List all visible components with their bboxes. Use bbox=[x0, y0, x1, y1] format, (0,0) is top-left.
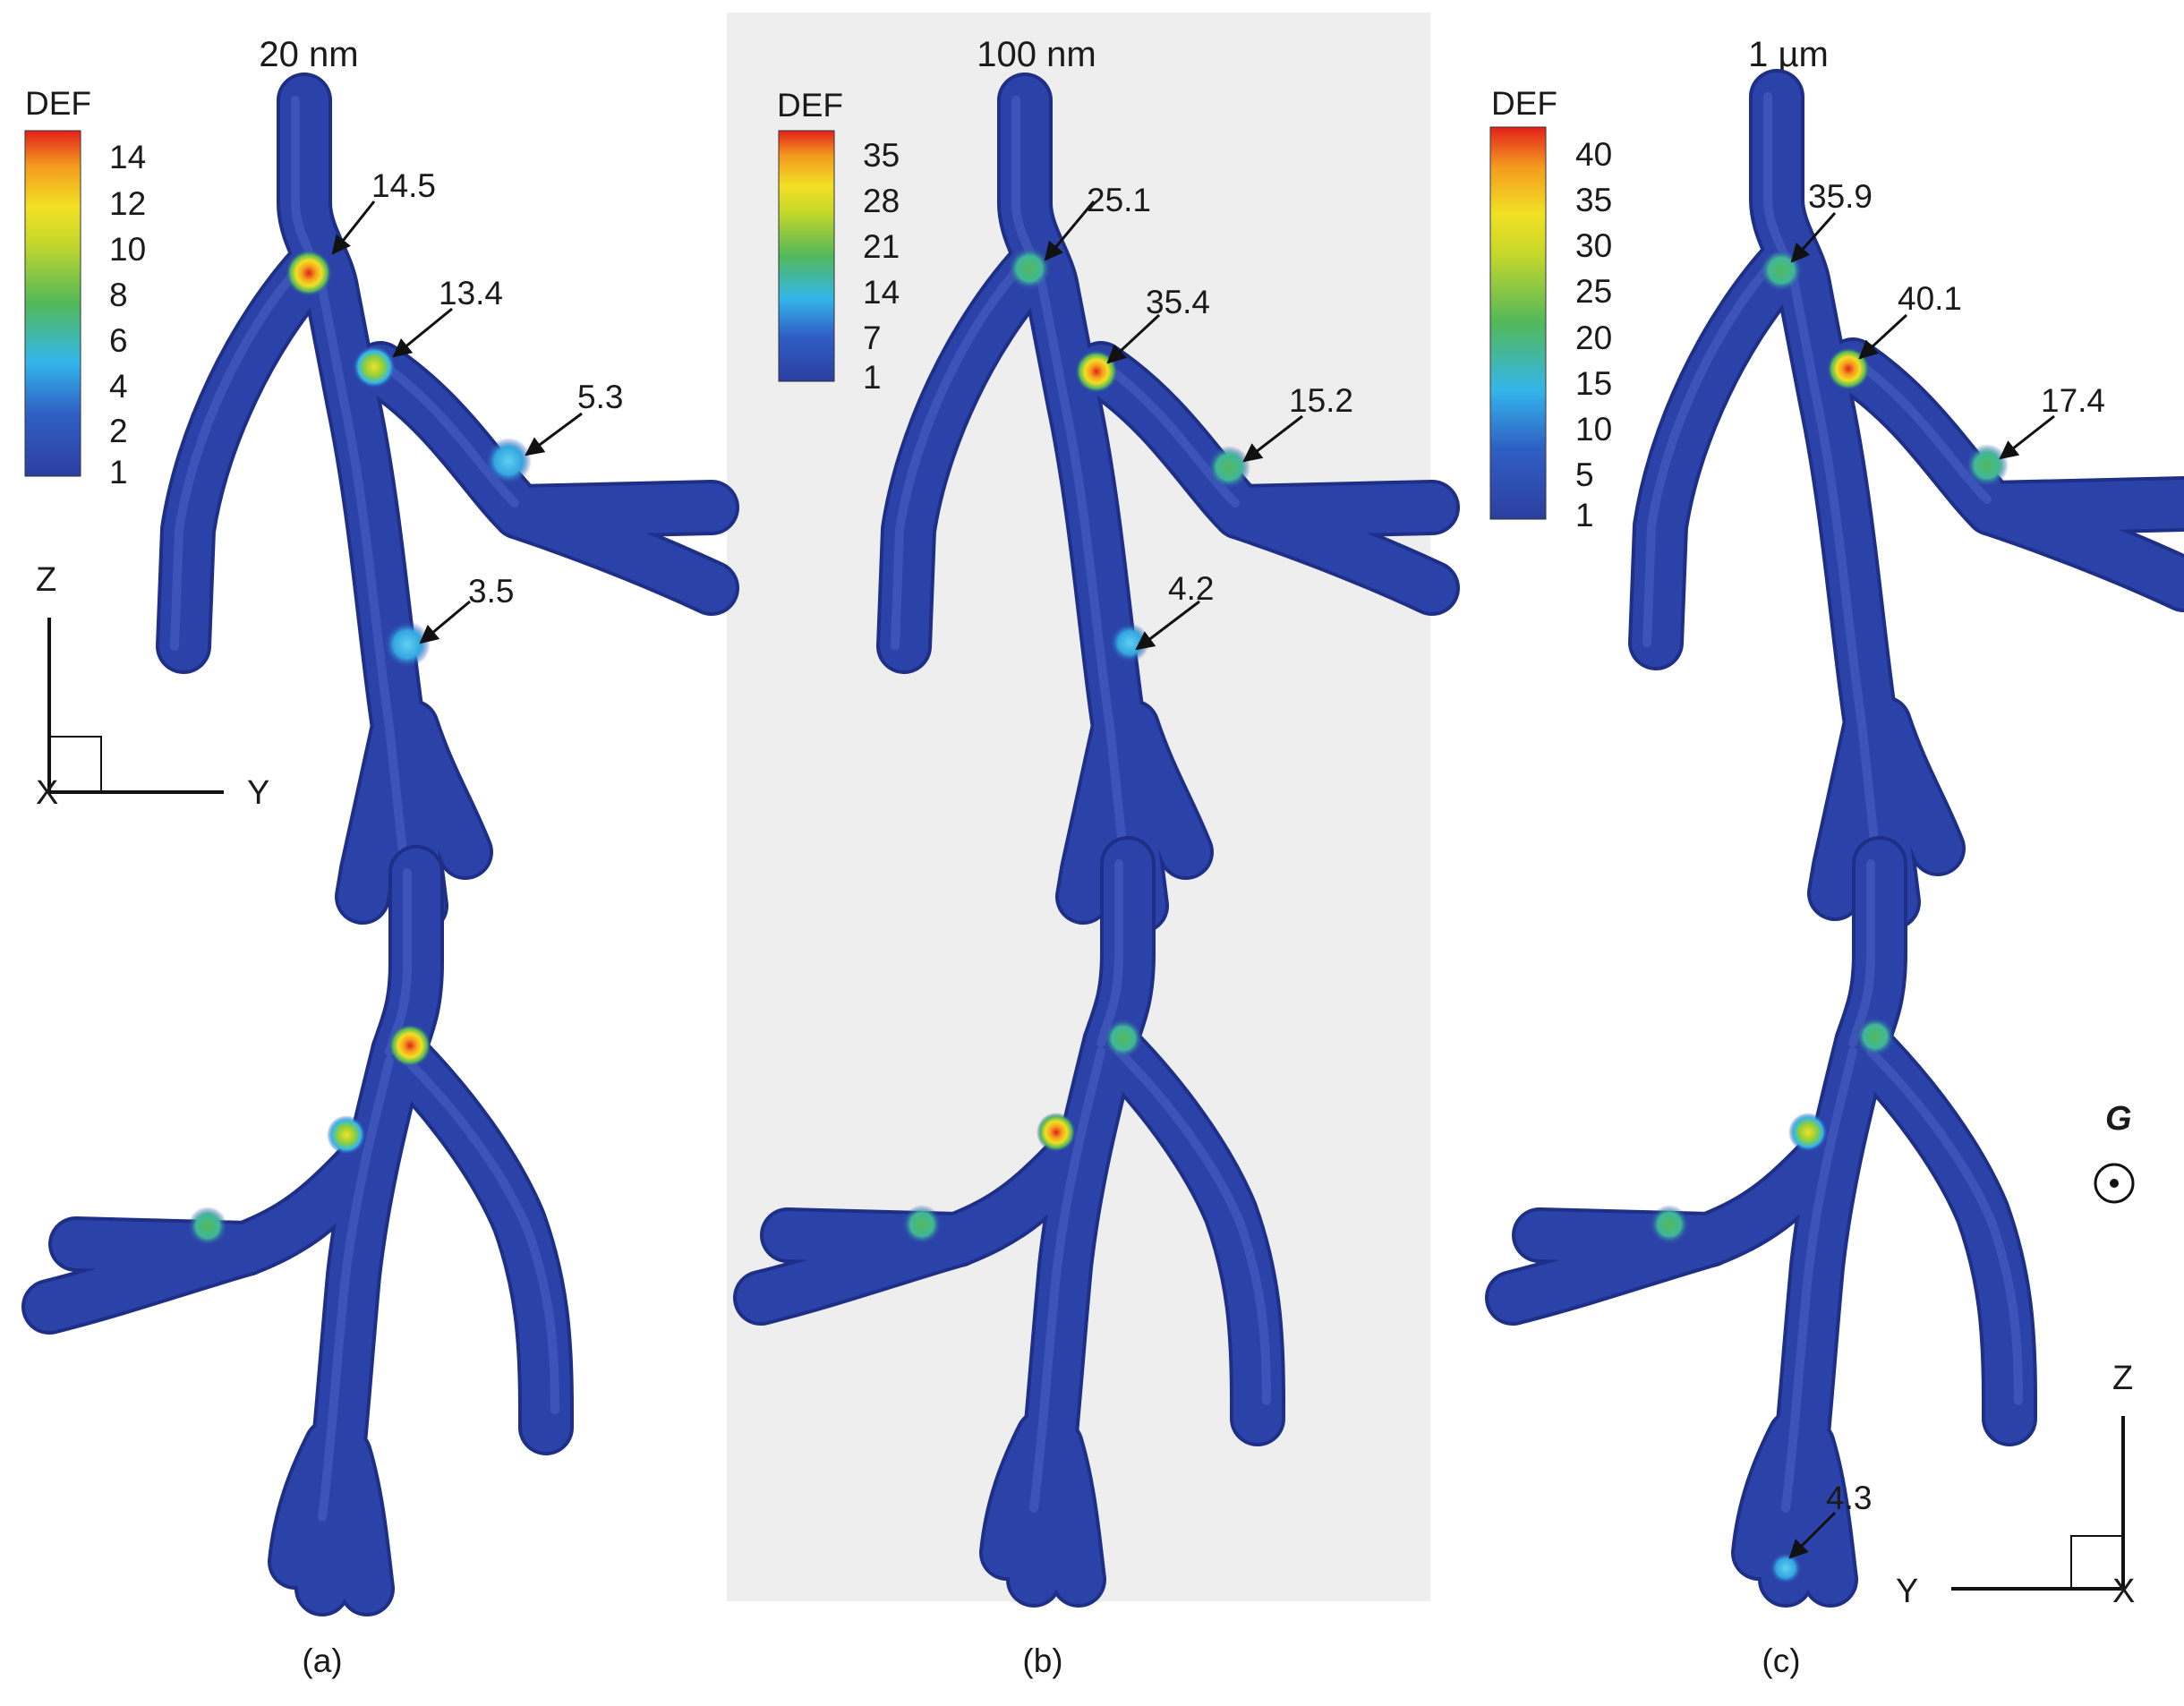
colorbar-b-ticks: 35 28 21 14 7 1 bbox=[863, 137, 900, 396]
colorbar-c-ticks: 40 35 30 25 20 15 10 5 1 bbox=[1575, 136, 1612, 533]
vessel-tree-c-bottom bbox=[1513, 864, 2018, 1580]
colorbar-c-tick: 5 bbox=[1575, 456, 1594, 493]
hotspot bbox=[1788, 1113, 1828, 1152]
arrow bbox=[331, 200, 376, 255]
arrow bbox=[1999, 414, 2055, 460]
hotspot bbox=[188, 1207, 227, 1246]
panel-c-caption: (c) bbox=[1762, 1642, 1800, 1679]
arrow bbox=[419, 600, 471, 644]
hotspot bbox=[1037, 1113, 1076, 1152]
axes-triad-bottom: Z Y X bbox=[1896, 1360, 2135, 1610]
arrow bbox=[392, 307, 453, 358]
hotspot bbox=[1966, 444, 2009, 487]
arrow bbox=[525, 412, 583, 456]
arrow bbox=[1106, 313, 1161, 364]
colorbar-b-label: DEF bbox=[777, 87, 843, 124]
annotation: 15.2 bbox=[1289, 382, 1353, 419]
vessel-tree-c-top bbox=[1647, 97, 2184, 902]
hotspot bbox=[1650, 1205, 1689, 1244]
colorbar-a-tick: 2 bbox=[109, 413, 128, 449]
colorbar-a-tick: 10 bbox=[109, 231, 146, 268]
axis-label-x: X bbox=[2112, 1573, 2135, 1610]
colorbar-c-tick: 35 bbox=[1575, 182, 1612, 218]
colorbar-a-tick: 8 bbox=[109, 277, 128, 313]
hotspot bbox=[1104, 1019, 1143, 1058]
out-of-plane-icon bbox=[2094, 1163, 2135, 1204]
gravity-label: G bbox=[2105, 1100, 2132, 1138]
colorbar-c-tick: 15 bbox=[1575, 365, 1612, 402]
arrow bbox=[1788, 1511, 1837, 1559]
hotspot bbox=[286, 250, 332, 296]
hotspot bbox=[1770, 1552, 1802, 1584]
gravity-indicator: G bbox=[2094, 1100, 2135, 1204]
arrow bbox=[1858, 313, 1908, 360]
panel-b-caption: (b) bbox=[1022, 1642, 1062, 1679]
axis-label-x: X bbox=[36, 774, 58, 812]
hotspot bbox=[1207, 446, 1250, 489]
colorbar-c-tick: 30 bbox=[1575, 227, 1612, 264]
colorbar-b-tick: 21 bbox=[863, 228, 900, 265]
colorbar-a-tick: 4 bbox=[109, 368, 128, 405]
axes-triad-top: Z Y X bbox=[36, 561, 269, 812]
colorbar-c bbox=[1489, 126, 1547, 520]
colorbar-c-tick: 1 bbox=[1575, 497, 1594, 533]
colorbar-c-label: DEF bbox=[1491, 85, 1557, 122]
annotation: 14.5 bbox=[371, 167, 436, 204]
colorbar-b-tick: 1 bbox=[863, 359, 882, 396]
hotspot bbox=[1075, 350, 1118, 393]
axis-label-y: Y bbox=[247, 774, 269, 812]
hotspot bbox=[485, 438, 532, 484]
colorbar-a-label: DEF bbox=[25, 85, 91, 122]
annotation: 4.2 bbox=[1168, 570, 1214, 607]
annotation: 25.1 bbox=[1087, 182, 1151, 218]
hotspot bbox=[353, 345, 396, 388]
axis-label-z: Z bbox=[36, 561, 56, 599]
hotspot bbox=[327, 1115, 366, 1155]
annotation: 4.3 bbox=[1826, 1480, 1872, 1516]
hotspot bbox=[1008, 247, 1051, 290]
arrow bbox=[1044, 200, 1096, 261]
vessel-tree-a-bottom bbox=[49, 873, 555, 1589]
annotation: 35.9 bbox=[1808, 178, 1873, 215]
arrow bbox=[1242, 414, 1303, 463]
panel-a: 20 nm DEF 14 12 10 8 6 4 2 1 14.5 13.4 5… bbox=[25, 35, 712, 1679]
colorbar-c-tick: 40 bbox=[1575, 136, 1612, 173]
axis-label-z: Z bbox=[2112, 1360, 2133, 1397]
panel-a-caption: (a) bbox=[302, 1642, 342, 1679]
colorbar-a-tick: 12 bbox=[109, 185, 146, 222]
annotation: 13.4 bbox=[439, 275, 503, 311]
annotation: 5.3 bbox=[577, 379, 623, 415]
annotation: 35.4 bbox=[1146, 284, 1210, 320]
colorbar-a bbox=[24, 130, 81, 477]
hotspot bbox=[384, 621, 431, 668]
hotspot bbox=[388, 1024, 431, 1067]
colorbar-a-tick: 6 bbox=[109, 322, 128, 359]
annotation: 3.5 bbox=[468, 573, 514, 610]
colorbar-c-tick: 10 bbox=[1575, 411, 1612, 448]
colorbar-a-tick: 14 bbox=[109, 139, 146, 175]
colorbar-a-ticks: 14 12 10 8 6 4 2 1 bbox=[109, 139, 146, 490]
hotspot bbox=[1856, 1017, 1895, 1056]
panel-a-title: 20 nm bbox=[259, 35, 358, 74]
colorbar-b-tick: 35 bbox=[863, 137, 900, 174]
annotation: 40.1 bbox=[1898, 280, 1962, 317]
colorbar-b-tick: 28 bbox=[863, 183, 900, 219]
arrow bbox=[1790, 212, 1837, 263]
axis-label-y: Y bbox=[1896, 1573, 1918, 1610]
colorbar-b-tick: 7 bbox=[863, 320, 882, 356]
arrow bbox=[1135, 600, 1200, 651]
colorbar-a-tick: 1 bbox=[109, 454, 128, 490]
panel-c: 1 µm DEF 40 35 30 25 20 15 10 5 1 35.9 4… bbox=[1490, 35, 2184, 1679]
annotation: 17.4 bbox=[2041, 382, 2105, 419]
hotspot bbox=[902, 1205, 942, 1244]
colorbar-c-tick: 20 bbox=[1575, 320, 1612, 356]
panel-c-title: 1 µm bbox=[1748, 35, 1829, 74]
colorbar-c-tick: 25 bbox=[1575, 273, 1612, 310]
colorbar-b-tick: 14 bbox=[863, 274, 900, 311]
colorbar-b bbox=[778, 130, 835, 382]
panel-b-title: 100 nm bbox=[977, 35, 1096, 74]
panel-b: 100 nm DEF 35 28 21 14 7 1 25.1 35.4 15.… bbox=[761, 35, 1432, 1679]
